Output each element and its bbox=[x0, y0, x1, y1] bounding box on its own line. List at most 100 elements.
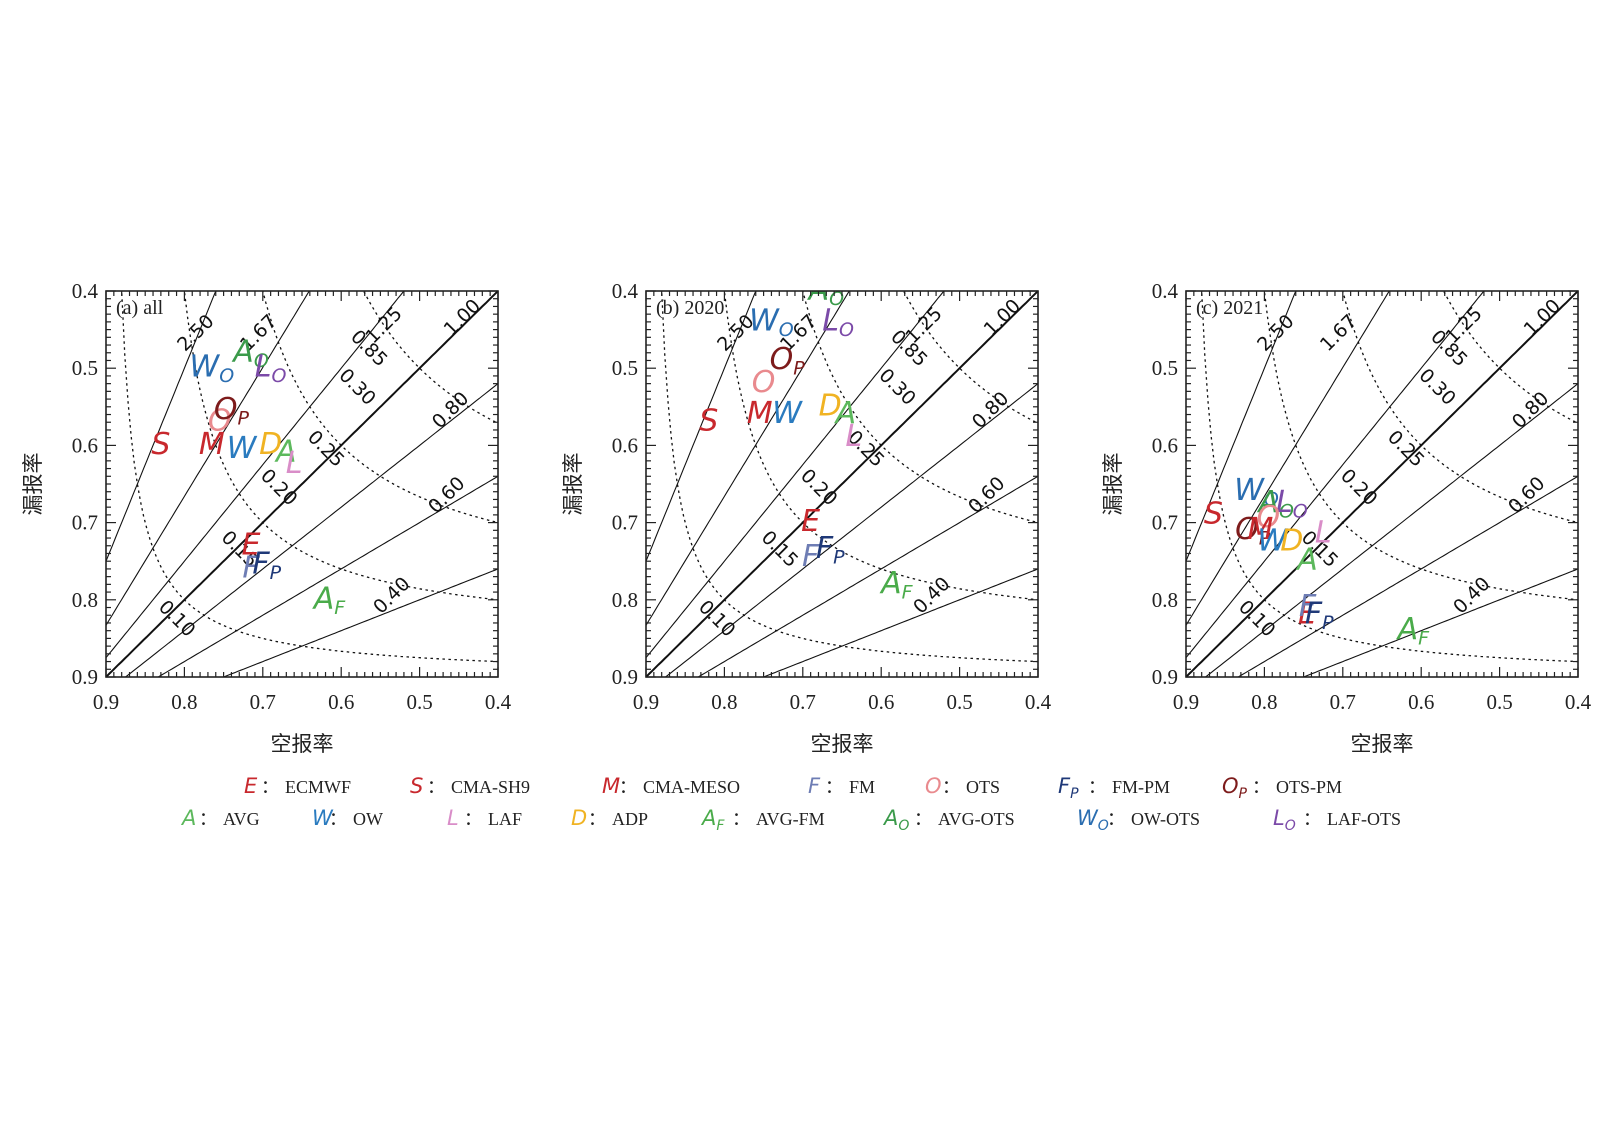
bias-line bbox=[664, 382, 1038, 677]
panel-a-axes: 0.9 0.8 0.7 0.6 0.5 0.4 0.4 0.5 0.6 0.7 0.8 0.9 bbox=[72, 279, 512, 714]
x-tick-label: 0.6 bbox=[1408, 690, 1434, 714]
x-tick-label: 0.9 bbox=[93, 690, 119, 714]
x-tick-label: 0.7 bbox=[250, 690, 276, 714]
x-tick-label: 0.8 bbox=[711, 690, 737, 714]
y-tick-label: 0.5 bbox=[612, 356, 638, 380]
marker-wo: WO bbox=[749, 303, 794, 340]
legend-symbol: E bbox=[244, 774, 258, 798]
panel-a-contours: 2.50 1.67 1.25 1.000.800.600.400.850.300.25… bbox=[106, 291, 498, 677]
legend-item-f: F： FM bbox=[808, 774, 875, 798]
marker-fp: FP bbox=[816, 531, 845, 568]
legend-label: CMA-SH9 bbox=[451, 777, 530, 797]
bias-line-label: 0.40 bbox=[369, 573, 414, 618]
x-tick-label: 0.9 bbox=[633, 690, 659, 714]
marker-s: S bbox=[151, 427, 170, 462]
bias-line-label: 0.60 bbox=[424, 472, 469, 517]
bias-line bbox=[1204, 382, 1578, 677]
bias-line bbox=[124, 382, 498, 677]
y-tick-label: 0.4 bbox=[1152, 279, 1179, 303]
ts-curve-label: 0.25 bbox=[303, 426, 348, 471]
marker-f: F bbox=[802, 539, 820, 574]
x-tick-label: 0.6 bbox=[868, 690, 894, 714]
bias-line bbox=[106, 291, 310, 627]
marker-e: E bbox=[242, 527, 261, 562]
ts-curve-label: 0.10 bbox=[1234, 596, 1279, 641]
bias-line-label: 1.00 bbox=[1520, 295, 1565, 340]
y-tick-label: 0.4 bbox=[72, 279, 99, 303]
bias-line bbox=[1186, 291, 1485, 659]
x-tick-label: 0.8 bbox=[1251, 690, 1277, 714]
legend-item-a: A： AVG bbox=[180, 806, 260, 830]
legend-item-d: D： ADP bbox=[571, 806, 648, 830]
marker-s: S bbox=[699, 404, 718, 439]
bias-line bbox=[106, 291, 405, 659]
legend: E： ECMWF S： CMA-SH9 M： CMA-MESO F： FM O： OTS FP： FM… bbox=[180, 774, 1401, 834]
legend-label: OW-OTS bbox=[1131, 809, 1200, 829]
legend-separator: ： bbox=[619, 777, 637, 797]
y-tick-label: 0.5 bbox=[72, 356, 98, 380]
panel-a-y-axis-label: 漏报率 bbox=[21, 453, 45, 516]
legend-item-l: L： LAF bbox=[447, 806, 522, 830]
marker-wo: WO bbox=[190, 350, 235, 387]
y-tick-label: 0.9 bbox=[612, 665, 638, 689]
ts-curve-label: 0.30 bbox=[874, 364, 919, 409]
legend-symbol: M bbox=[602, 774, 620, 798]
x-tick-label: 0.4 bbox=[1025, 690, 1052, 714]
bias-line bbox=[762, 568, 1038, 677]
marker-w: W bbox=[1257, 523, 1288, 558]
y-tick-label: 0.8 bbox=[1152, 588, 1178, 612]
legend-symbol: AO bbox=[882, 806, 909, 834]
panel-b-y-axis-label: 漏报率 bbox=[561, 453, 585, 516]
legend-symbol: D bbox=[571, 806, 587, 830]
y-tick-label: 0.9 bbox=[72, 665, 98, 689]
y-tick-label: 0.6 bbox=[72, 433, 98, 457]
x-tick-label: 0.7 bbox=[1330, 690, 1356, 714]
x-tick-label: 0.4 bbox=[1565, 690, 1592, 714]
legend-symbol: OP bbox=[1222, 774, 1248, 802]
marker-m: M bbox=[1248, 512, 1274, 547]
legend-separator: ： bbox=[588, 809, 606, 829]
ts-curve-label: 0.20 bbox=[1336, 465, 1381, 510]
x-tick-label: 0.5 bbox=[406, 690, 432, 714]
legend-separator: ： bbox=[261, 777, 279, 797]
bias-line-label: 0.80 bbox=[1508, 388, 1553, 433]
marker-af: AF bbox=[1396, 612, 1431, 649]
legend-separator: ： bbox=[732, 809, 750, 829]
legend-separator: ： bbox=[1252, 777, 1270, 797]
marker-w: W bbox=[227, 431, 258, 466]
legend-label: FM-PM bbox=[1112, 777, 1170, 797]
x-tick-label: 0.4 bbox=[485, 690, 512, 714]
legend-separator: ： bbox=[914, 809, 932, 829]
marker-lo: LO bbox=[1276, 485, 1308, 522]
legend-label: AVG-FM bbox=[756, 809, 825, 829]
ts-curve-label: 0.15 bbox=[757, 526, 802, 571]
bias-line bbox=[106, 291, 498, 677]
legend-symbol: LO bbox=[1273, 806, 1296, 834]
legend-label: FM bbox=[849, 777, 875, 797]
x-tick-label: 0.6 bbox=[328, 690, 354, 714]
y-tick-label: 0.7 bbox=[1152, 511, 1178, 535]
legend-label: AVG-OTS bbox=[938, 809, 1015, 829]
x-tick-label: 0.9 bbox=[1173, 690, 1199, 714]
bias-line bbox=[157, 475, 498, 677]
legend-item-wo: WO： OW-OTS bbox=[1077, 806, 1200, 834]
panel-c: 2.50 1.67 1.25 1.000.800.600.400.850.300.25… bbox=[1101, 279, 1592, 756]
panel-b: 2.50 1.67 1.25 1.000.800.600.400.850.300.25… bbox=[561, 279, 1052, 756]
marker-af: AF bbox=[879, 566, 914, 603]
legend-separator: ： bbox=[1107, 809, 1125, 829]
marker-m: M bbox=[747, 396, 773, 431]
bias-line-label: 0.60 bbox=[964, 472, 1009, 517]
y-tick-label: 0.7 bbox=[72, 511, 98, 535]
marker-f: F bbox=[1299, 589, 1317, 624]
marker-d: D bbox=[259, 427, 282, 462]
marker-lo: LO bbox=[255, 350, 287, 387]
marker-d: D bbox=[819, 388, 842, 423]
panel-c-title: (c) 2021 bbox=[1196, 297, 1263, 319]
y-tick-label: 0.7 bbox=[612, 511, 638, 535]
panel-a-title: (a) all bbox=[116, 297, 164, 319]
ts-curve-label: 0.30 bbox=[1414, 364, 1459, 409]
legend-separator: ： bbox=[1088, 777, 1106, 797]
legend-item-ao: AO： AVG-OTS bbox=[882, 806, 1015, 834]
